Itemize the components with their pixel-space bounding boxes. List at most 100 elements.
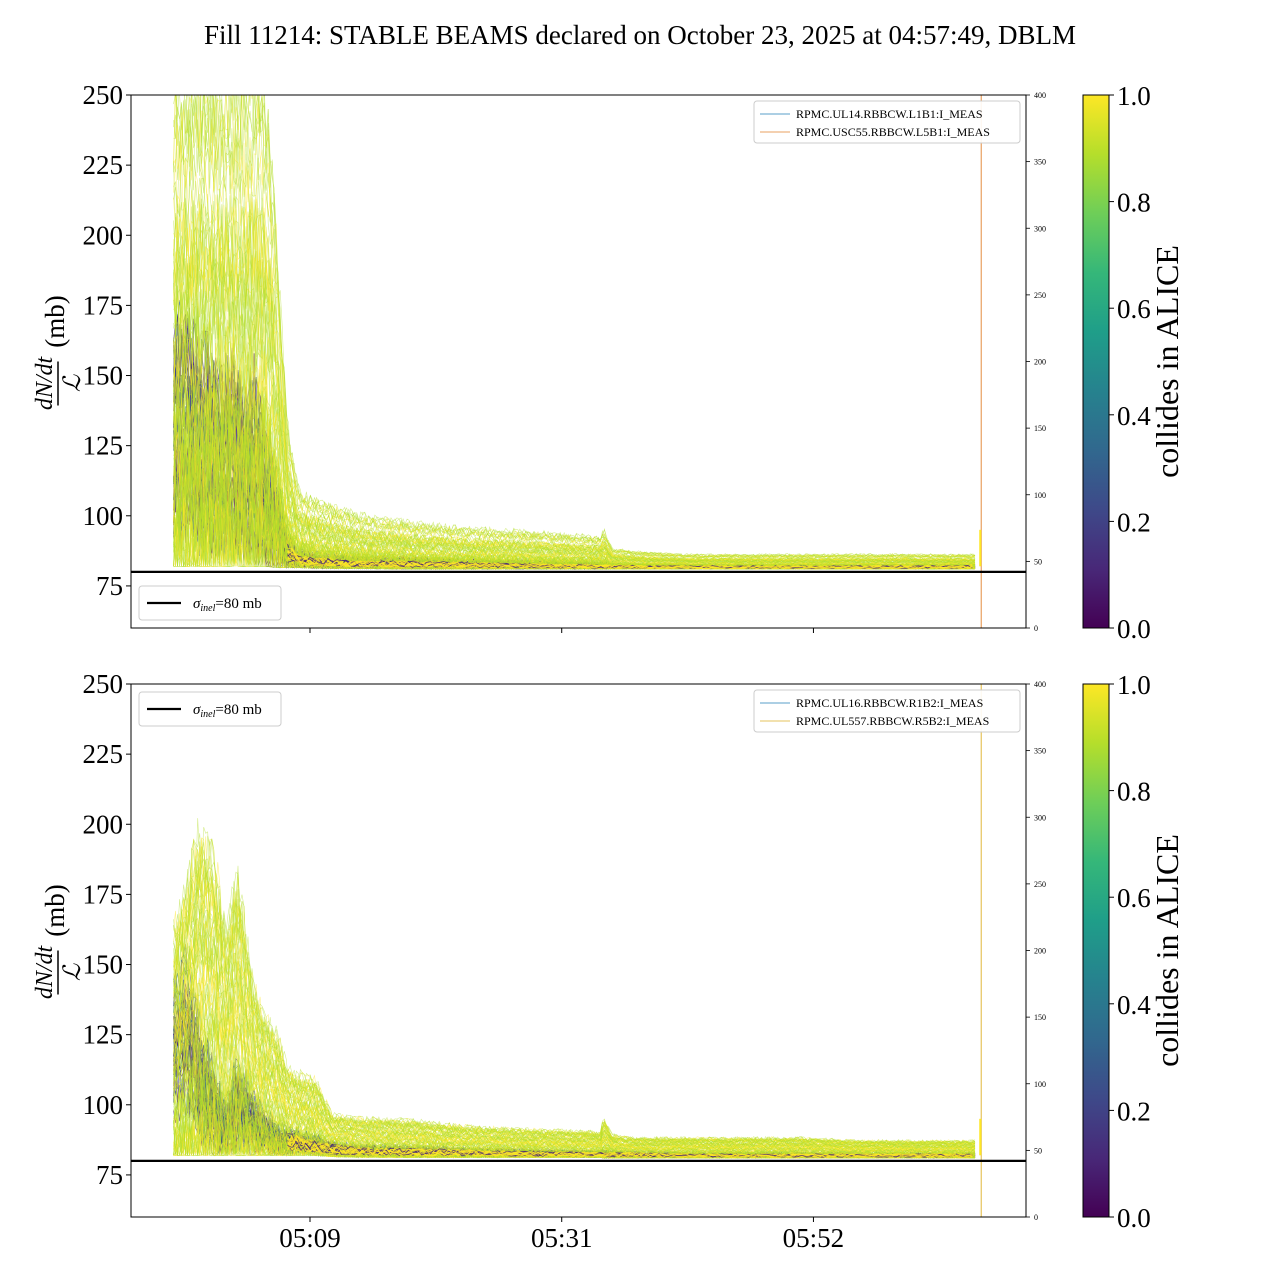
y-label-denominator: ℒ xyxy=(60,963,86,981)
y-tick-label: 125 xyxy=(83,1020,124,1050)
reference-legend-sigma: σ xyxy=(193,596,201,612)
colorbar-gradient xyxy=(1082,94,1110,629)
trace-group xyxy=(173,95,982,628)
data-trace xyxy=(173,908,976,1149)
data-trace xyxy=(173,324,976,566)
bottom-panel: 75 100 125 150 175 200 225 250 05:09 05:31 05:52 0 5… xyxy=(32,669,1185,1253)
data-trace xyxy=(287,1134,973,1158)
right-y-tick-label: 400 xyxy=(1034,680,1046,689)
data-trace xyxy=(173,1042,976,1156)
data-trace xyxy=(173,314,976,569)
reference-legend-box xyxy=(138,585,282,621)
y-tick-label: 200 xyxy=(83,809,124,839)
data-trace xyxy=(173,833,976,1144)
data-trace xyxy=(173,287,976,565)
colorbar-tick-label: 0.6 xyxy=(1117,883,1151,913)
colorbar: 0.0 0.2 0.4 0.6 0.8 1.0 collides in ALICE xyxy=(1082,670,1185,1233)
y-tick-label: 225 xyxy=(83,739,124,769)
data-trace xyxy=(173,333,976,566)
right-y-tick-label: 50 xyxy=(1034,1146,1042,1155)
data-trace xyxy=(173,316,976,569)
right-y-tick-label: 50 xyxy=(1034,557,1042,566)
colorbar-tick-label: 1.0 xyxy=(1117,81,1151,111)
data-trace xyxy=(173,959,976,1152)
colorbar-tick-label: 0.6 xyxy=(1117,294,1151,324)
colorbar-label: collides in ALICE xyxy=(1149,245,1185,478)
y-tick-label: 75 xyxy=(96,1160,123,1190)
data-trace xyxy=(173,300,976,569)
data-trace xyxy=(173,992,976,1153)
data-trace xyxy=(173,332,976,566)
reference-legend-label: σinel=80 mb xyxy=(193,702,262,720)
blm-legend-entry: RPMC.UL14.RBBCW.L1B1:I_MEAS xyxy=(796,107,983,121)
reference-legend-sub: inel xyxy=(200,603,215,614)
y-tick-label: 100 xyxy=(83,1090,124,1120)
right-y-tick-label: 100 xyxy=(1034,491,1046,500)
colorbar-tick-label: 0.2 xyxy=(1117,1096,1151,1126)
x-tick-label: 05:52 xyxy=(783,1223,845,1253)
data-trace xyxy=(287,1140,973,1158)
data-trace xyxy=(173,983,976,1153)
right-y-tick-label: 350 xyxy=(1034,747,1046,756)
data-trace xyxy=(173,260,976,564)
y-label-denominator: ℒ xyxy=(60,374,86,392)
data-trace xyxy=(173,974,976,1153)
data-trace xyxy=(173,903,976,1149)
data-trace xyxy=(173,901,976,1149)
y-axis-label: dN/dt ℒ (mb) xyxy=(32,884,86,999)
y-tick-label: 100 xyxy=(83,501,124,531)
y-axis-label: dN/dt ℒ (mb) xyxy=(32,295,86,410)
reference-legend: σinel=80 mb xyxy=(138,585,282,621)
colorbar-tick-label: 0.2 xyxy=(1117,507,1151,537)
data-trace xyxy=(173,977,976,1153)
data-trace xyxy=(173,109,976,559)
colorbar-gradient xyxy=(1082,683,1110,1218)
y-tick-label: 200 xyxy=(83,220,124,250)
data-trace xyxy=(173,317,976,566)
reference-legend-sub: inel xyxy=(200,709,215,720)
data-trace xyxy=(173,913,976,1149)
data-trace xyxy=(173,326,976,566)
data-trace xyxy=(173,95,976,558)
y-tick-label: 250 xyxy=(83,669,124,699)
trace-group xyxy=(173,684,982,1217)
right-y-tick-label: 350 xyxy=(1034,158,1046,167)
right-y-tick-label: 200 xyxy=(1034,358,1046,367)
data-trace xyxy=(173,103,976,559)
data-trace xyxy=(173,195,976,562)
data-trace xyxy=(173,95,976,558)
y-label-unit: (mb) xyxy=(40,884,70,936)
right-y-tick-label: 100 xyxy=(1034,1080,1046,1089)
colorbar: 0.0 0.2 0.4 0.6 0.8 1.0 collides in ALICE xyxy=(1082,81,1185,644)
data-trace xyxy=(173,971,976,1152)
colorbar-tick-label: 0.4 xyxy=(1117,401,1151,431)
y-label-numerator: dN/dt xyxy=(32,944,58,999)
blm-legend-entry: RPMC.UL557.RBBCW.R5B2:I_MEAS xyxy=(796,714,989,728)
data-trace xyxy=(176,95,976,558)
reference-legend-rest: =80 mb xyxy=(215,596,261,612)
right-y-tick-label: 200 xyxy=(1034,947,1046,956)
data-trace xyxy=(173,938,976,1151)
data-trace xyxy=(173,285,976,565)
data-trace xyxy=(173,904,976,1148)
data-trace xyxy=(287,550,973,569)
blm-legend-box xyxy=(753,689,1021,733)
right-y-tick-label: 300 xyxy=(1034,224,1046,233)
colorbar-tick-label: 0.0 xyxy=(1117,1203,1151,1233)
colorbar-tick-label: 0.8 xyxy=(1117,777,1151,807)
data-trace xyxy=(173,954,976,1157)
y-tick-label: 150 xyxy=(83,361,124,391)
blm-legend-box xyxy=(753,100,1021,144)
reference-legend-box xyxy=(138,691,282,727)
right-y-tick-label: 400 xyxy=(1034,91,1046,100)
y-tick-label: 225 xyxy=(83,150,124,180)
data-trace xyxy=(173,968,976,1152)
data-trace xyxy=(173,372,976,567)
data-trace xyxy=(173,970,976,1157)
x-tick-label: 05:09 xyxy=(279,1223,341,1253)
y-tick-label: 175 xyxy=(83,879,124,909)
right-y-tick-label: 250 xyxy=(1034,291,1046,300)
y-tick-label: 150 xyxy=(83,950,124,980)
right-y-tick-label: 250 xyxy=(1034,880,1046,889)
